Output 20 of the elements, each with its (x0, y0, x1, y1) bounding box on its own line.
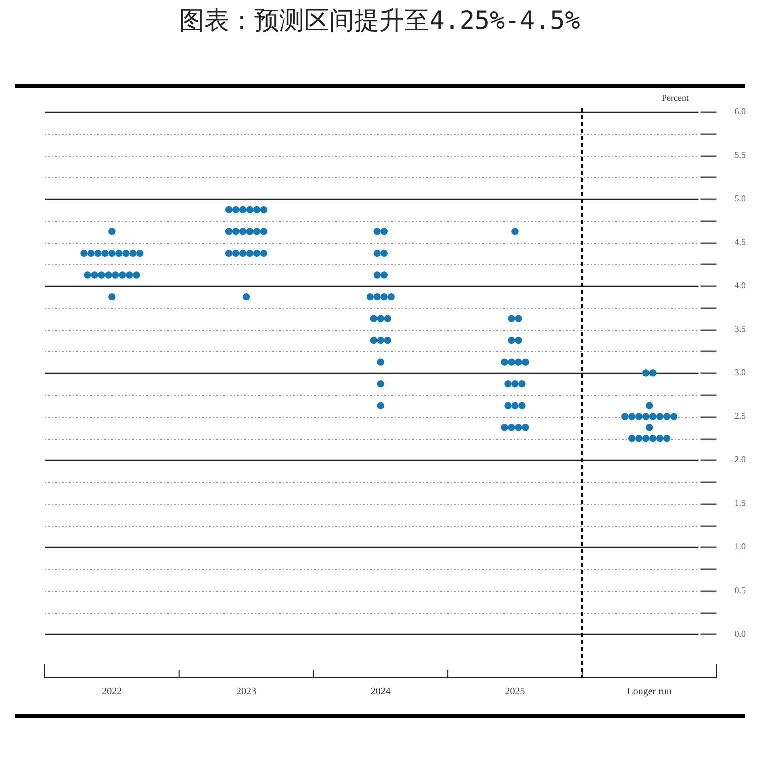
y-tick-label: 1.0 (734, 542, 746, 552)
y-tick-label: 4.0 (734, 280, 746, 291)
y-tick-label: 6.0 (734, 106, 746, 116)
x-tick-label: 2023 (236, 686, 257, 698)
y-tick-label: 1.5 (734, 498, 746, 508)
y-tick-label: 3.5 (734, 324, 746, 334)
y-tick-label: 0.0 (734, 628, 746, 639)
x-tick-label: 2025 (505, 686, 526, 698)
y-tick-label: 3.0 (734, 368, 746, 378)
x-tick-label: 2022 (102, 686, 122, 698)
y-axis-title: Percent (662, 93, 689, 103)
y-tick-label: 4.5 (734, 236, 746, 247)
x-tick-label: Longer run (627, 686, 672, 698)
y-tick-label: 5.5 (734, 150, 746, 160)
y-tick-label: 5.0 (734, 193, 746, 204)
x-tick-label: 2024 (370, 686, 391, 698)
y-tick-label: 0.5 (734, 585, 746, 596)
y-tick-label: 2.0 (734, 454, 746, 465)
chart-title: 图表：预测区间提升至4.25%-4.5% (178, 5, 582, 37)
y-tick-label: 2.5 (734, 411, 746, 422)
